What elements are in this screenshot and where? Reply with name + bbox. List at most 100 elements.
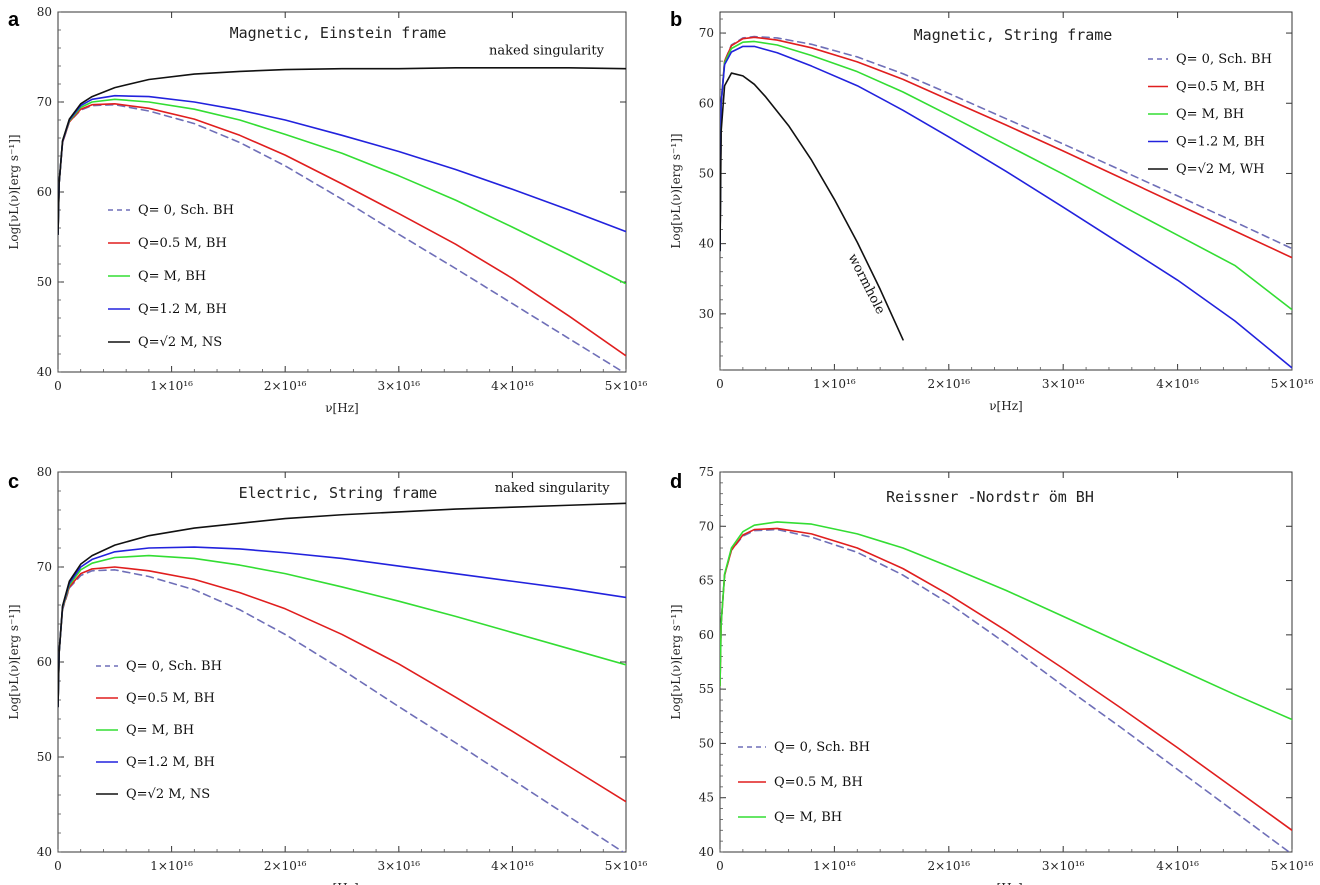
annotation: naked singularity xyxy=(489,43,605,58)
legend-label: Q= 0, Sch. BH xyxy=(126,659,222,674)
y-tick-label: 60 xyxy=(37,185,52,199)
panel-title: Magnetic, String frame xyxy=(914,26,1113,44)
legend-label: Q=1.2 M, BH xyxy=(138,302,227,317)
series-line-4 xyxy=(58,67,626,236)
y-tick-label: 70 xyxy=(699,26,714,40)
legend: Q= 0, Sch. BH Q=0.5 M, BH Q= M, BH xyxy=(738,740,870,825)
legend: Q= 0, Sch. BH Q=0.5 M, BH Q= M, BH Q=1.2 M,… xyxy=(96,659,222,802)
panel-title: Reissner -Nordstr öm BH xyxy=(886,488,1094,506)
y-tick-label: 40 xyxy=(37,845,52,859)
x-tick-label: 4×10¹⁶ xyxy=(491,379,534,393)
x-tick-label: 5×10¹⁶ xyxy=(605,859,648,873)
series-line-3 xyxy=(720,45,1292,369)
plot-frame xyxy=(57,11,627,373)
legend-label: Q= 0, Sch. BH xyxy=(1176,52,1272,67)
x-tick-label: 1×10¹⁶ xyxy=(150,379,193,393)
y-tick-label: 40 xyxy=(37,365,52,379)
x-tick-label: 3×10¹⁶ xyxy=(378,859,421,873)
legend: Q= 0, Sch. BH Q=0.5 M, BH Q= M, BH Q=1.2 M,… xyxy=(1148,52,1272,177)
series-line-2 xyxy=(58,98,626,285)
y-tick-label: 50 xyxy=(37,275,52,289)
panel-title: Magnetic, Einstein frame xyxy=(230,24,447,42)
x-tick-label: 2×10¹⁶ xyxy=(928,859,971,873)
panel-title: Electric, String frame xyxy=(239,484,438,502)
legend-label: Q= M, BH xyxy=(1176,107,1244,122)
legend-label: Q=√2 M, NS xyxy=(138,335,222,350)
x-tick-label: 1×10¹⁶ xyxy=(150,859,193,873)
y-tick-label: 30 xyxy=(699,307,714,321)
legend-label: Q=1.2 M, BH xyxy=(1176,135,1265,150)
series-line-4 xyxy=(720,72,904,341)
series-group xyxy=(58,502,626,852)
x-tick-label: 3×10¹⁶ xyxy=(1042,377,1085,391)
x-tick-label: 5×10¹⁶ xyxy=(1271,859,1314,873)
x-tick-label: 0 xyxy=(716,859,724,873)
panel-c: 0 1×10¹⁶ 2×10¹⁶ 3×10¹⁶ 4×10¹⁶ 5×10¹⁶ 40 50 60 70 8… xyxy=(7,465,647,885)
x-tick-label: 0 xyxy=(54,859,62,873)
x-axis-label: ν[Hz] xyxy=(989,881,1022,885)
panel-a: 0 1×10¹⁶ 2×10¹⁶ 3×10¹⁶ 4×10¹⁶ 5×10¹⁶ 40 50 60 70 8… xyxy=(7,5,647,415)
x-tick-label: 1×10¹⁶ xyxy=(813,377,856,391)
legend-label: Q= 0, Sch. BH xyxy=(138,203,234,218)
y-tick-label: 50 xyxy=(37,750,52,764)
y-tick-label: 75 xyxy=(699,465,714,479)
legend-label: Q=√2 M, WH xyxy=(1176,162,1265,177)
y-tick-label: 60 xyxy=(699,628,714,642)
y-tick-label: 70 xyxy=(699,519,714,533)
y-tick-label: 80 xyxy=(37,465,52,479)
y-axis-label: Log[νL(ν)[erg s⁻¹]] xyxy=(7,134,21,249)
x-tick-label: 4×10¹⁶ xyxy=(491,859,534,873)
legend-label: Q=0.5 M, BH xyxy=(138,236,227,251)
legend: Q= 0, Sch. BH Q=0.5 M, BH Q= M, BH Q=1.2 M,… xyxy=(108,203,234,350)
legend-label: Q=√2 M, NS xyxy=(126,787,210,802)
x-tick-label: 1×10¹⁶ xyxy=(813,859,856,873)
x-tick-label: 5×10¹⁶ xyxy=(605,379,648,393)
plot-frame xyxy=(719,471,1293,853)
y-axis-label: Log[νL(ν)[erg s⁻¹]] xyxy=(669,133,683,248)
x-axis-label: ν[Hz] xyxy=(325,881,358,885)
y-tick-label: 60 xyxy=(37,655,52,669)
legend-label: Q=0.5 M, BH xyxy=(774,775,863,790)
series-line-3 xyxy=(58,546,626,708)
series-line-0 xyxy=(720,528,1291,852)
series-line-0 xyxy=(58,103,625,372)
y-tick-label: 70 xyxy=(37,560,52,574)
series-group xyxy=(720,521,1292,852)
series-line-2 xyxy=(720,40,1292,311)
panel-letter: c xyxy=(8,471,19,493)
x-tick-label: 2×10¹⁶ xyxy=(928,377,971,391)
y-tick-label: 70 xyxy=(37,95,52,109)
series-line-2 xyxy=(720,521,1292,721)
legend-label: Q=0.5 M, BH xyxy=(1176,80,1265,95)
y-tick-label: 50 xyxy=(699,166,714,180)
x-axis-label: ν[Hz] xyxy=(989,399,1022,413)
x-tick-label: 3×10¹⁶ xyxy=(378,379,421,393)
panel-letter: d xyxy=(670,471,682,493)
x-tick-label: 2×10¹⁶ xyxy=(264,379,307,393)
y-tick-label: 55 xyxy=(699,682,714,696)
annotation: naked singularity xyxy=(495,481,611,496)
x-tick-label: 5×10¹⁶ xyxy=(1271,377,1314,391)
legend-label: Q= M, BH xyxy=(138,269,206,284)
series-line-1 xyxy=(720,36,1292,259)
x-tick-label: 4×10¹⁶ xyxy=(1156,377,1199,391)
series-line-1 xyxy=(58,103,626,357)
series-line-2 xyxy=(58,554,626,708)
x-tick-label: 3×10¹⁶ xyxy=(1042,859,1085,873)
y-axis-label: Log[νL(ν)[erg s⁻¹]] xyxy=(669,604,683,719)
series-line-0 xyxy=(58,569,625,852)
y-tick-label: 65 xyxy=(699,574,714,588)
x-axis-label: ν[Hz] xyxy=(325,401,358,415)
y-tick-label: 50 xyxy=(699,736,714,750)
series-group xyxy=(58,67,626,372)
x-tick-label: 2×10¹⁶ xyxy=(264,859,307,873)
legend-label: Q=0.5 M, BH xyxy=(126,691,215,706)
y-tick-label: 45 xyxy=(699,791,714,805)
legend-label: Q= M, BH xyxy=(126,723,194,738)
series-line-0 xyxy=(720,35,1292,252)
x-tick-label: 0 xyxy=(716,377,724,391)
series-group xyxy=(720,35,1292,369)
y-tick-label: 80 xyxy=(37,5,52,19)
y-axis-label: Log[νL(ν)[erg s⁻¹]] xyxy=(7,604,21,719)
